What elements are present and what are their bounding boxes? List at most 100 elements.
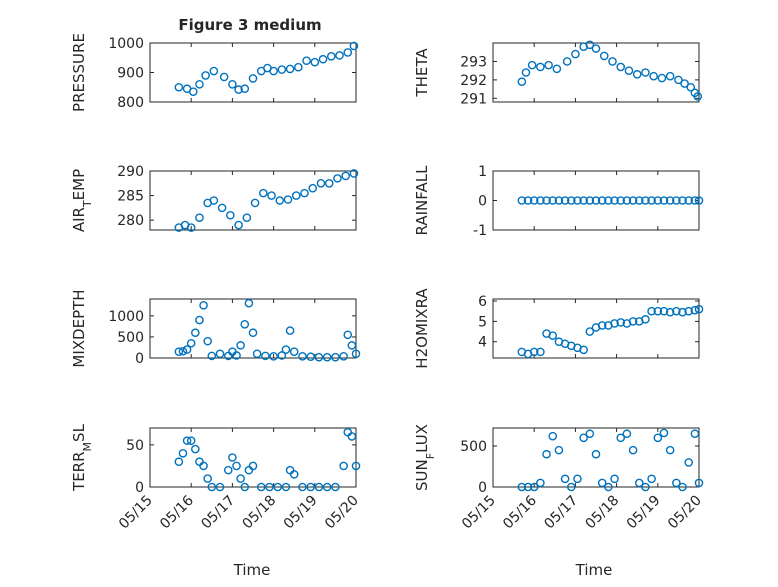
data-point xyxy=(331,482,340,492)
data-point xyxy=(236,341,245,350)
y-axis-label: SUNFLUX xyxy=(413,424,437,491)
data-point xyxy=(199,461,208,471)
data-point xyxy=(281,345,291,354)
data-point xyxy=(632,70,642,79)
data-point xyxy=(560,196,570,205)
data-point xyxy=(322,482,332,492)
data-point xyxy=(174,457,184,467)
data-point xyxy=(244,298,254,308)
data-point xyxy=(333,174,342,183)
data-point xyxy=(678,482,687,492)
data-point xyxy=(517,482,527,492)
data-point xyxy=(252,349,262,359)
data-point xyxy=(331,352,340,362)
data-point xyxy=(523,482,533,492)
data-point xyxy=(240,319,250,329)
data-point xyxy=(339,352,348,361)
y-tick-label: 285 xyxy=(117,189,144,205)
data-point xyxy=(186,338,196,348)
y-axis-label: AIRTEMP xyxy=(70,169,94,232)
data-point xyxy=(186,436,196,445)
data-point xyxy=(628,317,638,326)
data-point xyxy=(542,196,551,205)
data-point xyxy=(566,196,576,205)
data-point xyxy=(690,305,700,315)
data-point xyxy=(674,75,683,85)
data-point xyxy=(647,196,656,205)
data-point xyxy=(684,306,694,316)
data-point xyxy=(585,429,595,439)
data-point xyxy=(665,307,675,317)
data-point xyxy=(573,474,582,484)
data-point xyxy=(228,453,237,462)
data-point xyxy=(585,40,595,50)
data-point xyxy=(597,321,607,330)
data-point xyxy=(261,351,270,361)
y-tick-label: 500 xyxy=(117,330,144,346)
data-point xyxy=(690,196,700,205)
data-point xyxy=(273,482,283,492)
data-point xyxy=(275,196,285,205)
data-point xyxy=(223,465,233,475)
x-tick-label: 05/17 xyxy=(198,493,238,533)
data-point xyxy=(240,482,250,492)
data-point xyxy=(616,318,626,327)
x-axis-label-right: Time xyxy=(575,561,613,579)
data-point xyxy=(248,461,258,471)
data-point xyxy=(686,82,696,92)
axis-frame xyxy=(149,427,357,488)
y-axis-label: THETA xyxy=(413,48,431,98)
data-point xyxy=(554,196,564,205)
y-axis-label: MIXDEPTH xyxy=(70,289,88,367)
data-point xyxy=(191,444,200,454)
data-point xyxy=(326,51,336,61)
data-point xyxy=(653,433,663,443)
data-point xyxy=(347,432,357,441)
x-tick-label: 05/16 xyxy=(500,492,540,532)
data-point xyxy=(634,478,644,488)
x-tick-label: 05/19 xyxy=(624,493,664,533)
data-point xyxy=(591,449,601,459)
data-point xyxy=(195,80,204,89)
data-point xyxy=(616,196,626,205)
data-point xyxy=(657,73,667,83)
data-point xyxy=(343,330,353,340)
y-axis-label: TERRMSL xyxy=(70,423,94,492)
figure-title: Figure 3 medium xyxy=(178,16,321,34)
data-point xyxy=(542,449,551,459)
data-point xyxy=(232,461,241,471)
data-point xyxy=(527,60,537,70)
data-point xyxy=(236,474,245,483)
data-point xyxy=(351,461,361,471)
data-point xyxy=(536,62,545,72)
subplot-3: 280 285 290 AIRTEMP xyxy=(70,164,359,232)
data-point xyxy=(693,92,703,101)
data-point xyxy=(624,66,634,75)
data-point xyxy=(316,178,326,188)
data-point xyxy=(560,474,570,484)
y-tick-label: 1000 xyxy=(108,36,144,52)
data-point xyxy=(343,48,353,57)
data-point xyxy=(178,346,188,356)
data-point xyxy=(610,196,619,205)
data-point xyxy=(349,41,359,51)
data-point xyxy=(641,196,650,205)
y-tick-label: 1000 xyxy=(108,309,144,325)
data-point xyxy=(289,470,299,479)
data-point xyxy=(579,345,588,355)
subplot-5: 0 500 1000 MIXDEPTH xyxy=(70,289,361,368)
x-tick-label: 05/16 xyxy=(157,492,197,532)
y-tick-label: 800 xyxy=(117,95,144,111)
data-point xyxy=(226,210,235,220)
data-point xyxy=(322,352,332,362)
data-point xyxy=(341,171,351,181)
y-tick-label: 292 xyxy=(460,73,487,89)
data-point xyxy=(521,68,531,77)
data-point xyxy=(209,196,219,205)
data-point xyxy=(195,315,204,325)
data-point xyxy=(672,196,681,205)
data-point xyxy=(186,223,196,232)
data-point xyxy=(641,68,650,77)
x-tick-label: 05/18 xyxy=(583,493,623,533)
